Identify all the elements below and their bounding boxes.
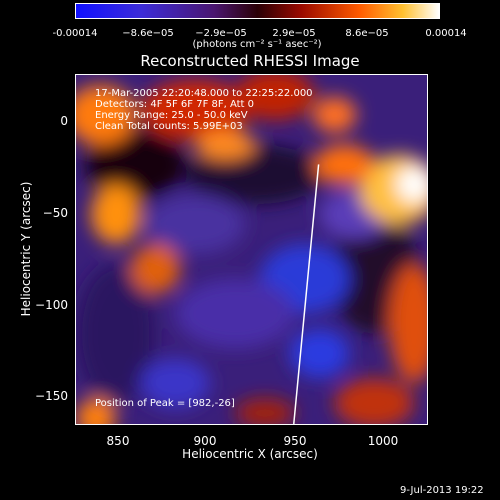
x-tick-label: 850 xyxy=(106,434,130,448)
x-tick-label: 900 xyxy=(193,434,217,448)
colorbar-tick: −8.6e−05 xyxy=(122,28,174,39)
x-tick-label: 950 xyxy=(283,434,307,448)
solar-image xyxy=(75,74,428,425)
y-axis-label: Heliocentric Y (arcsec) xyxy=(19,181,33,317)
energy-range-label: Energy Range: 25.0 - 50.0 keV xyxy=(95,110,248,121)
colorbar xyxy=(75,3,440,19)
image-title: Reconstructed RHESSI Image xyxy=(140,52,360,70)
y-tick-label: −150 xyxy=(35,389,68,403)
detectors-label: Detectors: 4F 5F 6F 7F 8F, Att 0 xyxy=(95,99,255,110)
colorbar-tick: 8.6e−05 xyxy=(345,28,389,39)
solar-limb-line xyxy=(293,164,320,424)
x-tick-label: 1000 xyxy=(367,434,399,448)
colorbar-tick: 2.9e−05 xyxy=(272,28,316,39)
counts-label: Clean Total counts: 5.99E+03 xyxy=(95,121,243,132)
timestamp: 9-Jul-2013 19:22 xyxy=(400,485,484,496)
y-tick-label: 0 xyxy=(60,114,68,128)
colorbar-tick: -0.00014 xyxy=(52,28,98,39)
peak-position-label: Position of Peak = [982,-26] xyxy=(95,398,235,409)
x-axis-label: Heliocentric X (arcsec) xyxy=(182,447,318,461)
colorbar-tick: −2.9e−05 xyxy=(195,28,247,39)
y-tick-label: −100 xyxy=(35,298,68,312)
colorbar-tick: 0.00014 xyxy=(425,28,467,39)
colorbar-unit: (photons cm⁻² s⁻¹ asec⁻²) xyxy=(192,39,322,50)
y-tick-label: −50 xyxy=(42,206,68,220)
time-range-label: 17-Mar-2005 22:20:48.000 to 22:25:22.000 xyxy=(95,88,313,99)
